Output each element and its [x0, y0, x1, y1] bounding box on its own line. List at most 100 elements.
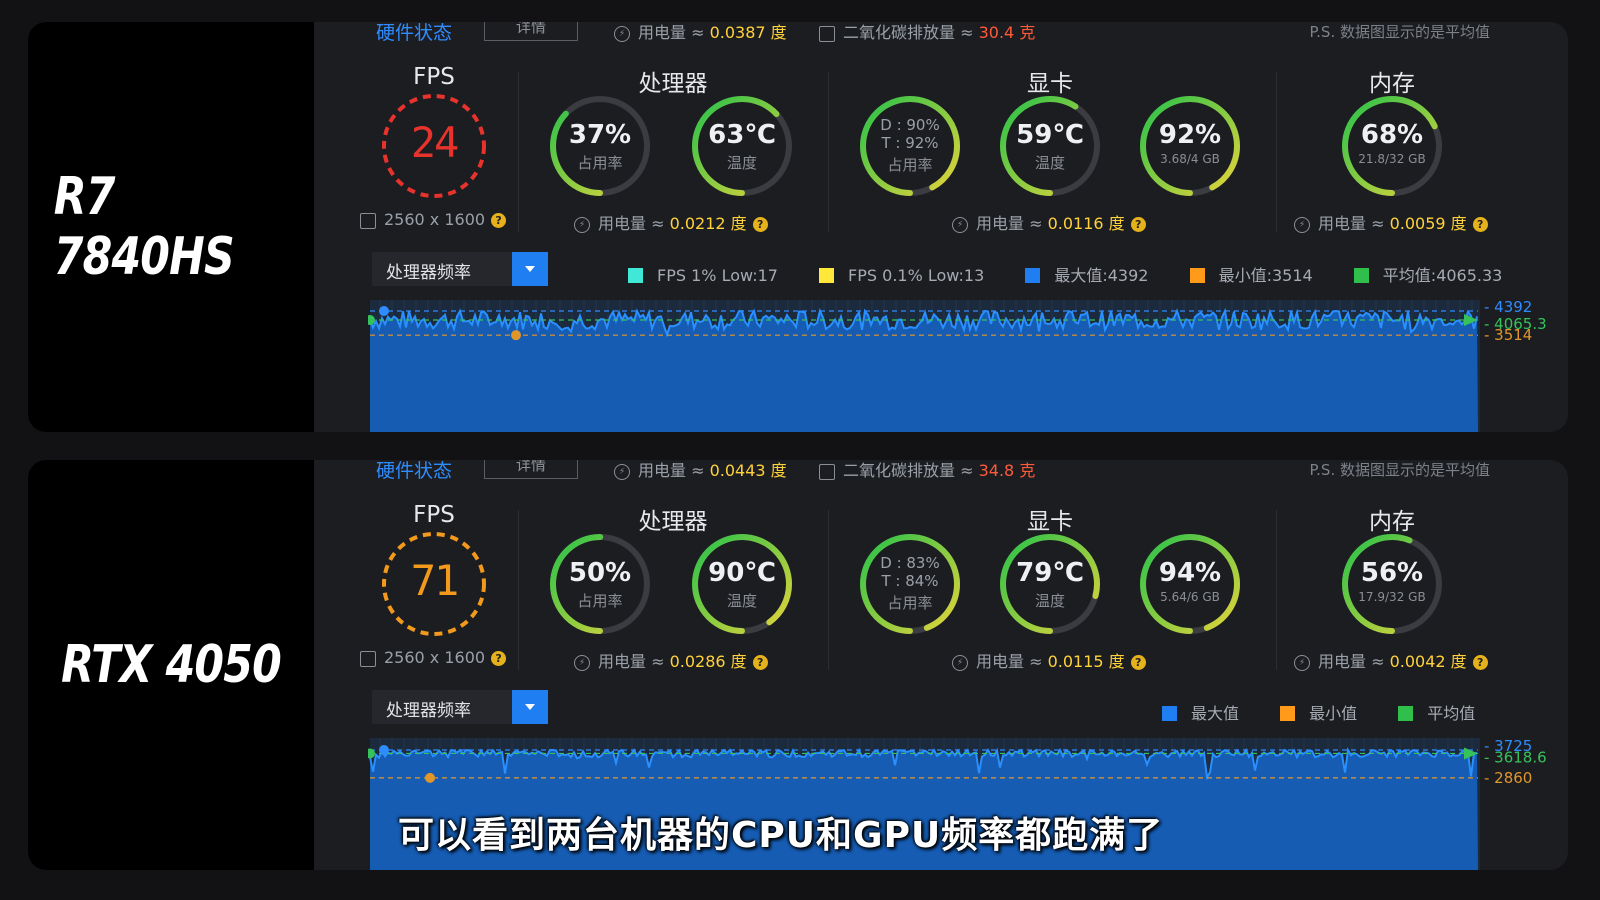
tab-hardware-status[interactable]: 硬件状态 [376, 22, 453, 44]
gpu-temp-value: 79℃ [1016, 558, 1084, 588]
gpu-temp-label: 温度 [1034, 154, 1065, 172]
fps-ring [382, 532, 486, 636]
gpu-temp-gauge: 59℃ 温度 [998, 94, 1102, 198]
avg-marker [368, 314, 375, 325]
panel-topbar: 硬件状态 详情 ⚡ 用电量 ≈ 0.0443 度 二氧化碳排放量 ≈ 34.8 克… [314, 460, 1568, 490]
ref-label: - 4392 [1484, 300, 1532, 316]
mem-usage-value: 68% [1360, 120, 1424, 150]
cpu-power-readout: ⚡ 用电量 ≈ 0.0212 度? [574, 210, 768, 234]
gpu-temp-label: 温度 [1034, 592, 1065, 610]
gpu-usage-label: 占用率 [887, 156, 933, 174]
total-power-usage: ⚡ 用电量 ≈ 0.0387 度 [614, 22, 787, 43]
mem-power-readout: ⚡ 用电量 ≈ 0.0059 度? [1294, 210, 1488, 234]
legend-item: FPS 0.1% Low:13 [819, 266, 984, 285]
ref-label: - 2860 [1484, 769, 1532, 787]
legend-swatch [1398, 706, 1414, 721]
legend-swatch [1162, 706, 1177, 721]
fps-gauge: 24 [382, 94, 486, 198]
metric-select[interactable]: 处理器频率 [372, 690, 548, 724]
ref-label: - 3618.6 [1484, 748, 1547, 766]
cpu-temp-label: 温度 [726, 592, 757, 610]
legend-item: 最大值:4392 [1025, 266, 1148, 285]
gpu-vram-value: 92% [1158, 120, 1222, 150]
screen-icon [360, 650, 376, 667]
ref-label: - 3725 [1484, 738, 1532, 755]
gpu-vram-sub: 3.68/4 GB [1160, 152, 1220, 166]
detail-button[interactable]: 详情 [484, 22, 578, 41]
co2-emission: 二氧化碳排放量 ≈ 34.8 克 [819, 460, 1035, 481]
cpu-frequency-chart: - 3725- 3618.6 - 2860 [368, 738, 1547, 870]
chevron-down-icon[interactable] [512, 252, 548, 286]
avg-marker [368, 748, 375, 759]
gpu-temp-value: 59℃ [1016, 120, 1084, 150]
chevron-down-icon[interactable] [512, 690, 548, 724]
resolution-readout: 2560 x 1600? [360, 648, 507, 667]
detail-button[interactable]: 详情 [484, 460, 578, 479]
divider [1276, 510, 1277, 670]
total-power-usage: ⚡ 用电量 ≈ 0.0443 度 [614, 460, 787, 481]
help-icon[interactable]: ? [491, 213, 507, 228]
help-icon[interactable]: ? [752, 655, 768, 670]
cpu-power-readout: ⚡ 用电量 ≈ 0.0286 度? [574, 648, 768, 672]
cpu-title: 处理器 [638, 71, 708, 97]
help-icon[interactable]: ? [1130, 217, 1146, 232]
mem-usage-gauge: 68% 21.8/32 GB [1340, 94, 1444, 198]
mem-title: 内存 [1369, 509, 1415, 535]
mem-usage-sub: 17.9/32 GB [1358, 590, 1426, 604]
hardware-panel-r7: R7 7840HS 硬件状态 详情 ⚡ 用电量 ≈ 0.0387 度 二氧化碳排放… [28, 22, 1568, 432]
gpu-vram-sub: 5.64/6 GB [1160, 590, 1220, 604]
min-marker [425, 772, 435, 783]
min-marker [511, 330, 521, 341]
fps-gauge: 71 [382, 532, 486, 636]
gpu-power-readout: ⚡ 用电量 ≈ 0.0116 度? [952, 210, 1146, 234]
metric-select[interactable]: 处理器频率 [372, 252, 548, 286]
chart-legend: FPS 1% Low:17 FPS 0.1% Low:13 最大值:4392 最… [628, 262, 1502, 286]
ps-note: P.S. 数据图显示的是平均值 [1309, 461, 1490, 479]
screen-icon [360, 212, 376, 229]
hardware-panel-rtx: RTX 4050 硬件状态 详情 ⚡ 用电量 ≈ 0.0443 度 二氧化碳排放量… [28, 460, 1568, 870]
help-icon[interactable]: ? [752, 217, 768, 232]
help-icon[interactable]: ? [1472, 217, 1488, 232]
legend-item: 最小值 [1280, 704, 1357, 723]
gpu-temp-gauge: 79℃ 温度 [998, 532, 1102, 636]
co2-emission: 二氧化碳排放量 ≈ 30.4 克 [819, 22, 1035, 43]
help-icon[interactable]: ? [491, 651, 507, 666]
cpu-title: 处理器 [638, 509, 708, 535]
help-icon[interactable]: ? [1130, 655, 1146, 670]
gpu-vram-gauge: 92% 3.68/4 GB [1138, 94, 1242, 198]
power-icon: ⚡ [952, 654, 968, 671]
gauge-arc [1140, 534, 1240, 634]
avg-arrow [1464, 313, 1478, 326]
cpu-temp-gauge: 90℃ 温度 [690, 532, 794, 636]
bottle-icon [819, 463, 835, 480]
resolution-readout: 2560 x 1600? [360, 210, 507, 229]
fps-title: FPS [413, 502, 455, 528]
gauge-arc [860, 534, 960, 634]
fps-title: FPS [413, 64, 455, 90]
gpu-usage-gauge: D : 90% T : 92% 占用率 [858, 94, 962, 198]
gauge-arc [692, 96, 792, 196]
legend-swatch [1353, 268, 1369, 283]
panel-topbar: 硬件状态 详情 ⚡ 用电量 ≈ 0.0387 度 二氧化碳排放量 ≈ 30.4 克… [314, 22, 1568, 52]
cpu-usage-gauge: 50% 占用率 [548, 532, 652, 636]
gauge-arc [1000, 534, 1100, 634]
metric-select-value: 处理器频率 [386, 701, 471, 721]
legend-item: 平均值:4065.33 [1353, 266, 1502, 285]
gauge-arc [1140, 96, 1240, 196]
fps-value: 71 [410, 556, 460, 605]
avg-arrow [1464, 747, 1478, 760]
legend-item: 平均值 [1398, 704, 1475, 723]
mem-power-readout: ⚡ 用电量 ≈ 0.0042 度? [1294, 648, 1488, 672]
cpu-usage-label: 占用率 [577, 154, 623, 172]
gpu-title: 显卡 [1027, 71, 1073, 97]
help-icon[interactable]: ? [1472, 655, 1488, 670]
gpu-vram-gauge: 94% 5.64/6 GB [1138, 532, 1242, 636]
cpu-temp-value: 63℃ [708, 120, 776, 150]
legend-swatch [628, 268, 643, 283]
gpu-title: 显卡 [1027, 509, 1073, 535]
divider [518, 510, 519, 670]
tab-hardware-status[interactable]: 硬件状态 [376, 460, 453, 482]
gpu-t-line: T : 84% [881, 572, 939, 590]
legend-item: 最小值:3514 [1189, 266, 1313, 285]
fps-value: 24 [410, 118, 460, 167]
